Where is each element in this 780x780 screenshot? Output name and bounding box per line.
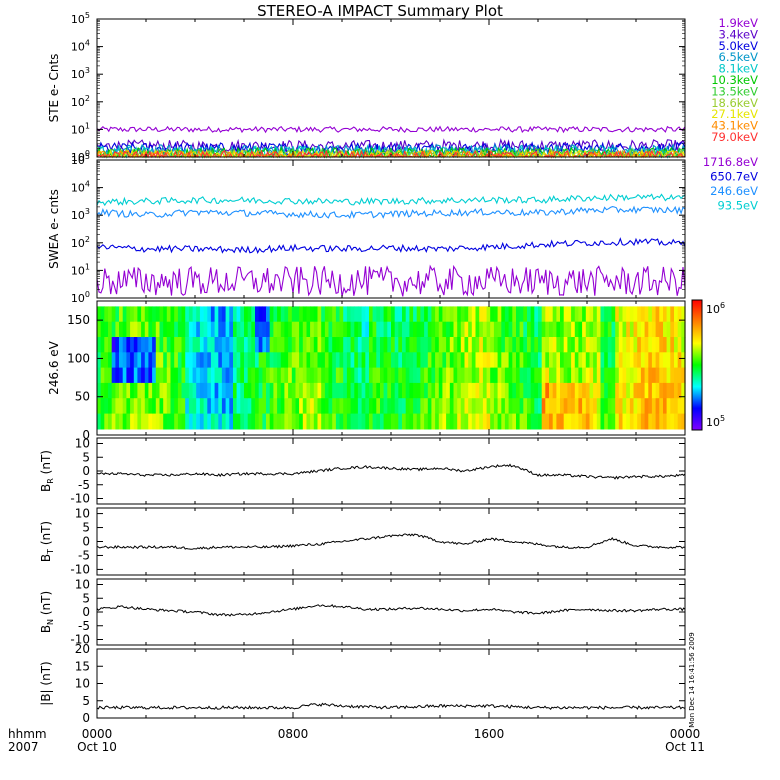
legend-entry: 93.5eV — [717, 199, 758, 213]
tick-label: 102 — [71, 235, 90, 250]
tick-label: 0 — [82, 605, 90, 619]
colorbar-label: 106 — [706, 301, 725, 316]
series-line — [96, 533, 686, 550]
tick-label: -10 — [70, 492, 90, 506]
tick-label: 0 — [82, 711, 90, 725]
series-line — [96, 463, 686, 480]
tick-label: -10 — [70, 562, 90, 576]
tick-label: 10 — [75, 677, 90, 691]
panel-ylabel: BN (nT) — [39, 591, 55, 633]
tick-label: 100 — [71, 290, 90, 305]
legend-entry: 3.4keV — [719, 27, 759, 41]
tick-label: 104 — [71, 39, 90, 54]
tick-label: 10 — [75, 578, 90, 592]
series-line — [96, 264, 686, 297]
panel-ylabel: |B| (nT) — [39, 661, 53, 705]
legend-entry: 246.6eV — [710, 184, 758, 198]
panel-ylabel: BR (nT) — [39, 450, 55, 492]
panel-3: 0 50 100 150 246.6 eV 106 105 — [47, 299, 725, 442]
tick-label: -5 — [78, 478, 90, 492]
tick-label: 0 — [82, 535, 90, 549]
legend-entry: 8.1keV — [719, 62, 759, 76]
legend-entry: 6.5keV — [719, 50, 759, 64]
tick-label: 150 — [67, 313, 90, 327]
panel-1: 1.9keV3.4keV5.0keV6.5keV8.1keV10.3keV13.… — [47, 11, 758, 164]
tick-label: 102 — [71, 94, 90, 109]
panel-ylabel: BT (nT) — [39, 521, 55, 562]
x-tick-time: 1600 — [474, 727, 505, 741]
tick-label: 101 — [71, 121, 90, 136]
heatmap-cells — [97, 306, 686, 430]
legend-entry: 43.1keV — [711, 119, 758, 133]
tick-label: 101 — [71, 262, 90, 277]
tick-label: -5 — [78, 619, 90, 633]
legend-entry: 1.9keV — [719, 16, 759, 30]
series-line — [96, 702, 686, 710]
tick-label: 20 — [75, 642, 90, 656]
tick-label: 5 — [82, 591, 90, 605]
legend-entry: 1716.8eV — [703, 155, 758, 169]
panel-7: 0 5 10 15 20 |B| (nT) — [39, 642, 686, 725]
legend-entry: 13.5keV — [711, 84, 758, 98]
side-stamp: Mon Dec 14 16:41:56 2009 — [688, 632, 696, 727]
tick-label: -10 — [70, 633, 90, 647]
tick-label: 105 — [71, 152, 90, 167]
tick-label: 5 — [82, 694, 90, 708]
panel-ylabel: STE e- Cnts — [47, 54, 61, 123]
tick-label: 103 — [71, 66, 90, 81]
tick-label: -5 — [78, 548, 90, 562]
legend-entry: 5.0keV — [719, 39, 759, 53]
tick-label: 103 — [71, 207, 90, 222]
series-line — [96, 604, 686, 617]
tick-label: 105 — [71, 11, 90, 26]
legend-entry: 10.3keV — [711, 73, 758, 87]
tick-label: 104 — [71, 180, 90, 195]
legend-entry: 650.7eV — [710, 170, 758, 184]
chart-title: STEREO-A IMPACT Summary Plot — [257, 2, 503, 20]
tick-label: 5 — [82, 450, 90, 464]
tick-label: 50 — [75, 390, 90, 404]
tick-label: 10 — [75, 437, 90, 451]
series-line — [96, 237, 686, 254]
x-tick-time: 0000 — [82, 727, 113, 741]
tick-label: 100 — [67, 351, 90, 365]
tick-label: 10 — [75, 507, 90, 521]
panel-ylabel: SWEA e- cnts — [47, 189, 61, 269]
tick-label: 0 — [82, 428, 90, 442]
panel-ylabel: 246.6 eV — [47, 340, 61, 395]
legend-entry: 18.6keV — [711, 96, 758, 110]
x-row1-label: hhmm — [8, 727, 47, 741]
series-line — [96, 193, 686, 207]
x-tick-date: Oct 11 — [665, 740, 705, 754]
x-tick-time: 0800 — [278, 727, 309, 741]
legend-entry: 79.0keV — [711, 130, 758, 144]
legend-entry: 27.1keV — [711, 107, 758, 121]
x-row2-label: 2007 — [8, 740, 39, 754]
x-tick-date: Oct 10 — [77, 740, 117, 754]
series-line — [96, 125, 686, 134]
colorbar-label: 105 — [706, 414, 725, 429]
series-line — [96, 205, 686, 219]
colorbar — [691, 299, 703, 431]
tick-label: 5 — [82, 521, 90, 535]
tick-label: 15 — [75, 659, 90, 673]
tick-label: 0 — [82, 464, 90, 478]
x-tick-time: 0000 — [670, 727, 701, 741]
